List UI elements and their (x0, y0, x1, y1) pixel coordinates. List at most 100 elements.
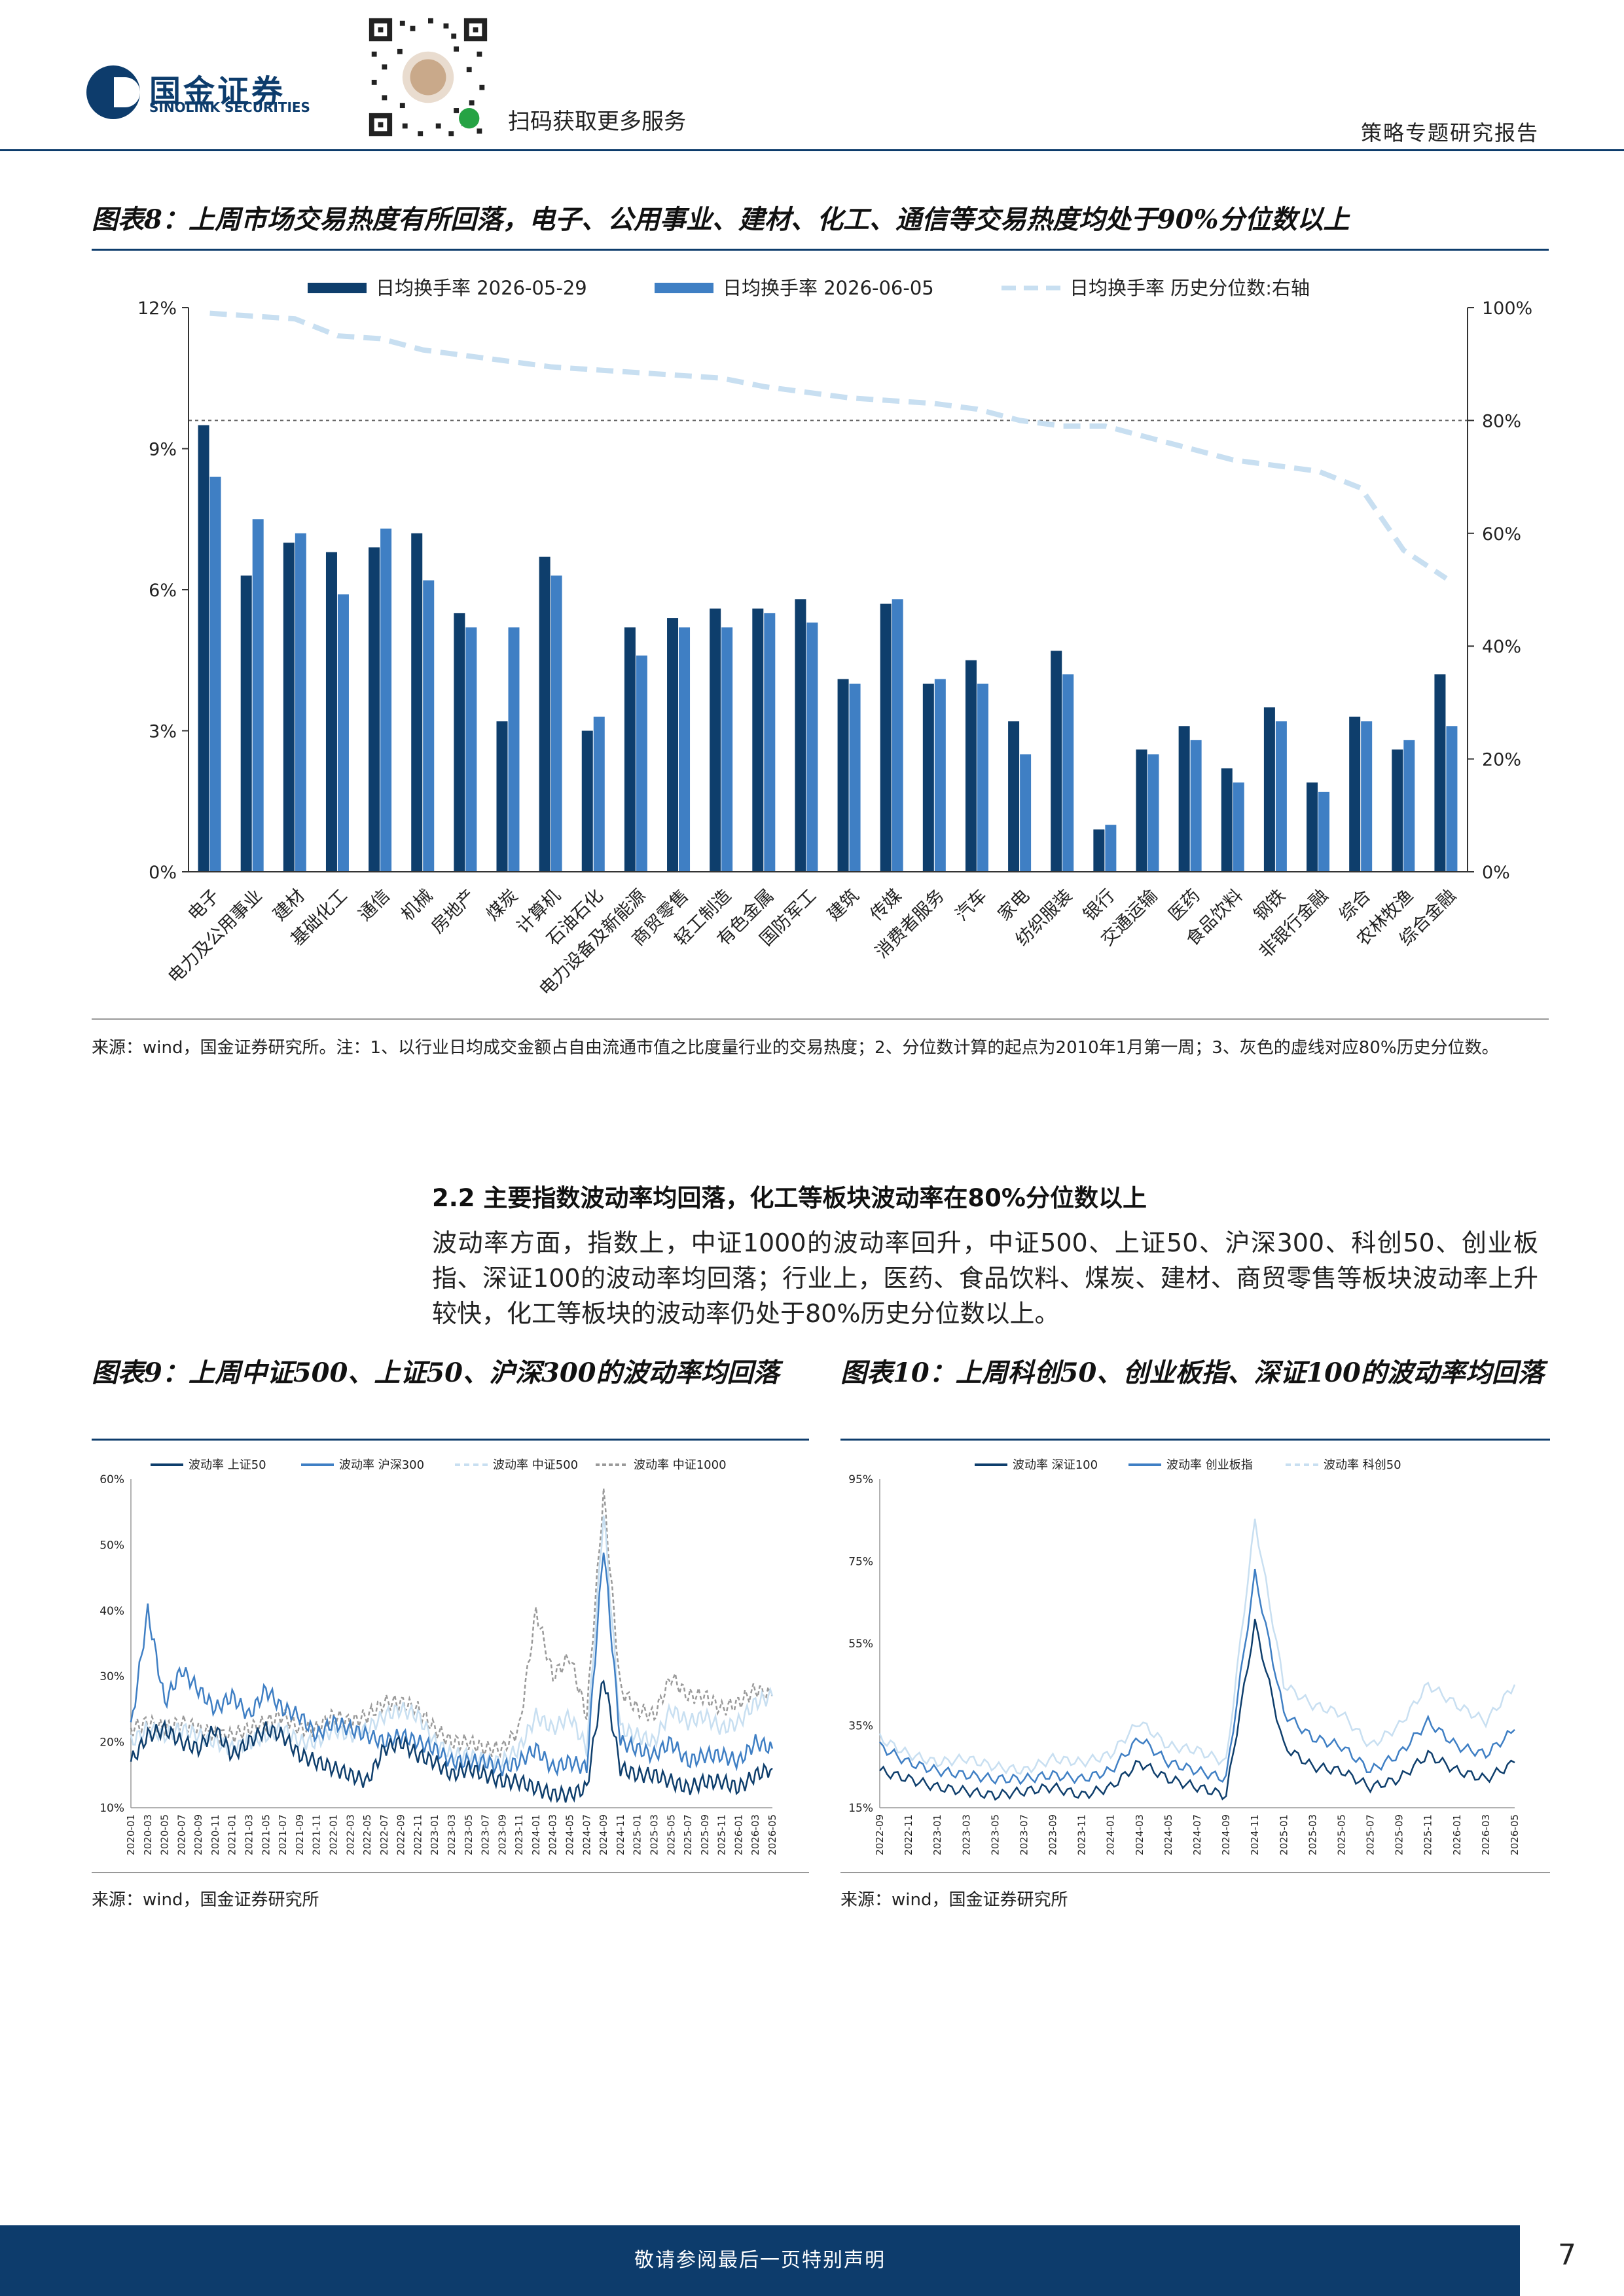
percentile-line (209, 310, 1448, 581)
x-tick: 2021-01 (226, 1814, 238, 1856)
bar-curr (679, 627, 691, 872)
fig10-title-rule (840, 1439, 1550, 1441)
fig9-title-rule (92, 1439, 809, 1441)
bar-prev (198, 425, 209, 872)
bar-prev (1221, 768, 1233, 872)
fig8-bottom-rule (92, 1018, 1549, 1020)
y-tick-right: 100% (1482, 298, 1532, 319)
bar-curr (721, 627, 733, 872)
y-tick-left: 9% (149, 440, 177, 460)
bar-prev (1093, 829, 1105, 872)
x-tick: 2026-05 (767, 1814, 778, 1856)
x-tick: 2025-03 (1307, 1814, 1318, 1856)
y-tick-left: 6% (149, 581, 177, 601)
legend-label: 波动率 创业板指 (1166, 1458, 1253, 1472)
y-tick-left: 12% (137, 298, 177, 319)
bar-curr (1190, 740, 1202, 872)
category-label: 通信 (355, 886, 394, 925)
x-tick: 2024-03 (1134, 1814, 1146, 1856)
x-tick: 2024-11 (1249, 1814, 1261, 1856)
x-tick: 2024-11 (615, 1814, 626, 1856)
legend-label: 波动率 科创50 (1324, 1458, 1401, 1472)
y-tick: 55% (848, 1638, 873, 1651)
x-tick: 2020-11 (209, 1814, 221, 1856)
bar-curr (1062, 674, 1074, 872)
y-tick: 15% (848, 1802, 873, 1815)
footer-bar (0, 2225, 1520, 2296)
y-tick: 50% (99, 1539, 124, 1552)
qr-caption: 扫码获取更多服务 (508, 109, 686, 135)
legend: 波动率 深证100 波动率 创业板指 波动率 科创50 (975, 1458, 1401, 1472)
y-tick-right: 60% (1482, 524, 1521, 545)
legend-label: 波动率 中证1000 (634, 1458, 727, 1472)
x-tick: 2025-09 (1394, 1814, 1405, 1856)
bar-curr (337, 594, 349, 872)
x-tick: 2026-03 (749, 1814, 761, 1856)
x-tick: 2021-07 (277, 1814, 289, 1856)
legend-label: 波动率 上证50 (189, 1458, 266, 1472)
fig10-title: 图表10：上周科创50、创业板指、深证100的波动率均回落 (840, 1357, 1544, 1388)
bar-curr (465, 627, 477, 872)
x-tick: 2025-11 (1422, 1814, 1434, 1856)
x-tick: 2022-01 (327, 1814, 339, 1856)
series-line (130, 1515, 774, 1771)
bar-prev (240, 575, 252, 872)
bar-prev (369, 547, 380, 872)
bar-prev (325, 552, 337, 872)
x-tick: 2023-09 (1047, 1814, 1059, 1856)
footer-notice: 敬请参阅最后一页特别声明 (634, 2249, 886, 2272)
bar-curr (380, 528, 392, 872)
fig8-title-rule (92, 249, 1549, 251)
legend: 波动率 上证50 波动率 沪深300 波动率 中证500 波动率 中证1000 (151, 1458, 727, 1472)
bar-prev (454, 613, 465, 872)
x-tick: 2022-07 (378, 1814, 390, 1856)
bar-prev (837, 679, 849, 872)
bar-curr (1403, 740, 1415, 872)
y-tick: 60% (99, 1473, 124, 1486)
bar-curr (1147, 754, 1159, 872)
bar-prev (1051, 651, 1062, 872)
fig9-title: 图表9：上周中证500、上证50、沪深300的波动率均回落 (92, 1357, 780, 1388)
x-tick: 2023-03 (960, 1814, 972, 1856)
x-tick: 2024-07 (1191, 1814, 1203, 1856)
bar-prev (1349, 716, 1361, 872)
series-line (878, 1518, 1516, 1775)
fig8-percentile-line (209, 310, 1448, 581)
y-tick: 75% (848, 1556, 873, 1569)
y-tick: 10% (99, 1802, 124, 1815)
qr-code-icon[interactable] (364, 13, 492, 141)
legend-swatch (308, 283, 367, 293)
brand-name-en: SINOLINK SECURITIES (149, 99, 310, 115)
y-tick-right: 0% (1482, 863, 1510, 883)
series-line (879, 1619, 1515, 1801)
fig8-chart: 日均换手率 2026-05-29 日均换手率 2026-06-05 日均换手率 历史… (137, 277, 1532, 1000)
y-tick: 95% (848, 1473, 873, 1486)
y-tick: 40% (99, 1605, 124, 1618)
y-tick: 30% (99, 1670, 124, 1683)
x-tick: 2020-03 (142, 1814, 154, 1856)
bar-curr (636, 655, 647, 872)
bar-curr (934, 679, 946, 872)
bar-curr (1233, 782, 1244, 872)
y-tick-right: 20% (1482, 750, 1521, 770)
bar-prev (283, 543, 295, 872)
fig8-source: 来源：wind，国金证券研究所。注：1、以行业日均成交金额占自由流通市值之比度量… (92, 1038, 1499, 1058)
x-tick: 2024-03 (547, 1814, 559, 1856)
bar-curr (252, 519, 264, 872)
x-tick: 2025-05 (1335, 1814, 1347, 1856)
x-tick: 2026-03 (1480, 1814, 1492, 1856)
y-tick-left: 0% (149, 863, 177, 883)
bar-prev (880, 603, 892, 872)
fig8-title: 图表8：上周市场交易热度有所回落，电子、公用事业、建材、化工、通信等交易热度均处… (92, 204, 1350, 235)
x-tick: 2023-01 (429, 1814, 441, 1856)
section-paragraph: 波动率方面，指数上，中证1000的波动率回升，中证500、上证50、沪深300、… (432, 1229, 1538, 1328)
x-tick: 2024-07 (581, 1814, 592, 1856)
fig10-bottom-rule (840, 1872, 1550, 1873)
x-tick: 2022-11 (412, 1814, 424, 1856)
bar-curr (764, 613, 776, 872)
bar-prev (624, 627, 636, 872)
x-tick: 2021-09 (294, 1814, 306, 1856)
fig9-chart: 波动率 上证50 波动率 沪深300 波动率 中证500 波动率 中证1000 10% 2… (99, 1458, 778, 1856)
x-tick: 2025-07 (1365, 1814, 1377, 1856)
